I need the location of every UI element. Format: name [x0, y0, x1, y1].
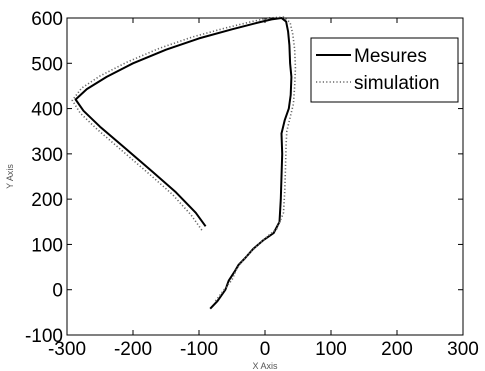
- tick-labels: -300 -200 -100 0 100 200 300 -100 0 100 200 300 400 5…: [25, 9, 479, 360]
- y-tick-label: -100: [25, 326, 63, 347]
- series-line-simulation: [71, 16, 297, 302]
- y-tick-label: 400: [31, 100, 63, 121]
- x-axis-label: X Axis: [252, 361, 278, 371]
- y-tick-label: 100: [31, 235, 63, 256]
- y-tick-label: 300: [31, 145, 63, 166]
- y-tick-label: 600: [31, 9, 63, 30]
- legend-box: [310, 37, 459, 103]
- x-tick-label: 100: [315, 339, 347, 360]
- x-tick-label: 0: [260, 339, 271, 360]
- series-line-mesures: [74, 17, 293, 310]
- x-tick-label: 200: [381, 339, 413, 360]
- x-tick-label: 300: [447, 339, 479, 360]
- x-tick-label: -300: [48, 339, 86, 360]
- plot-lines: [71, 16, 297, 310]
- legend: Mesures simulation: [310, 37, 459, 103]
- y-axis-label: Y Axis: [5, 164, 15, 189]
- x-tick-label: -100: [180, 339, 218, 360]
- y-tick-label: 0: [52, 281, 63, 302]
- y-tick-label: 200: [31, 190, 63, 211]
- legend-label-simulation: simulation: [354, 73, 440, 94]
- legend-label-mesures: Mesures: [354, 46, 427, 67]
- tick-marks: [66, 17, 464, 336]
- x-tick-label: -200: [114, 339, 152, 360]
- y-tick-label: 500: [31, 54, 63, 75]
